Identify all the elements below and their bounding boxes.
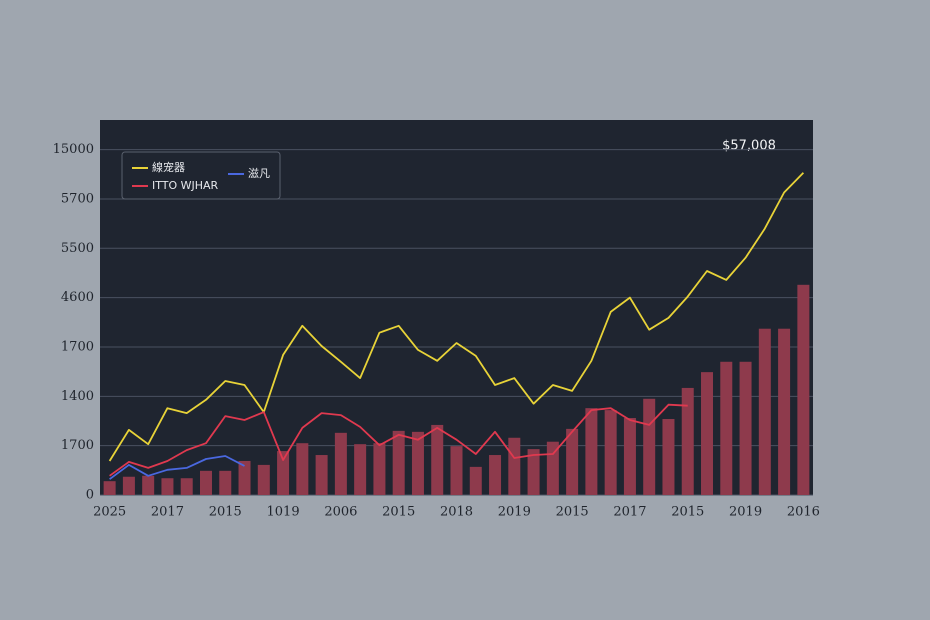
legend-label: 線宠器 [152, 160, 185, 174]
bar [277, 451, 290, 495]
bar [122, 476, 135, 495]
x-tick-label: 2016 [787, 505, 820, 520]
bar [778, 328, 791, 495]
bar [623, 418, 636, 495]
bar [681, 387, 694, 495]
bar [585, 408, 598, 495]
x-tick-label: 2006 [324, 505, 357, 520]
bar [758, 328, 771, 495]
bar [566, 428, 579, 495]
x-tick-label: 2015 [556, 505, 589, 520]
bar [392, 430, 405, 495]
bar [411, 431, 424, 495]
x-tick-label: 2015 [209, 505, 242, 520]
bar [720, 361, 733, 495]
bar [142, 475, 155, 495]
legend-box [121, 151, 281, 200]
bar [643, 398, 656, 495]
x-tick-label: 2017 [613, 505, 646, 520]
bar [180, 478, 193, 495]
x-tick-label: 2025 [93, 505, 126, 520]
bar [199, 470, 212, 495]
bar [508, 437, 521, 495]
legend-label: 滋凡 [248, 167, 270, 180]
y-tick-label: 1700 [61, 339, 94, 354]
bar [701, 372, 714, 495]
bar [334, 432, 347, 495]
y-tick-label: 15000 [53, 142, 94, 157]
bar [161, 478, 174, 495]
legend-label: ITTO WJHAR [152, 179, 219, 192]
bar [469, 466, 482, 495]
bar [354, 444, 367, 495]
bar [450, 446, 463, 495]
x-tick-label: 2015 [382, 505, 415, 520]
y-tick-label: 4600 [61, 290, 94, 305]
bar [604, 410, 617, 495]
bar [662, 419, 675, 495]
line-series [109, 455, 245, 480]
line-series [108, 172, 805, 462]
bar [797, 284, 810, 495]
x-tick-label: 2017 [151, 505, 184, 520]
x-tick-label: 2015 [671, 505, 704, 520]
y-tick-label: 5700 [61, 191, 94, 206]
bar [373, 443, 386, 495]
bar [527, 449, 540, 495]
bar [238, 460, 251, 495]
line-series [109, 403, 688, 477]
bar [489, 455, 502, 495]
annotation: $57,008 [722, 139, 776, 154]
x-tick-label: 2018 [440, 505, 473, 520]
x-tick-label: 1019 [267, 505, 300, 520]
y-tick-label: 1400 [61, 389, 94, 404]
bar [315, 455, 328, 495]
x-tick-label: 2019 [729, 505, 762, 520]
bar [431, 424, 444, 495]
x-tick-label: 2019 [498, 505, 531, 520]
y-tick-label: 1700 [61, 438, 94, 453]
bar [739, 361, 752, 495]
y-tick-label: 5500 [61, 241, 94, 256]
y-tick-label: 0 [86, 488, 94, 503]
bar [103, 481, 116, 495]
bar [219, 470, 232, 495]
bar [257, 464, 270, 495]
bar [296, 443, 309, 495]
